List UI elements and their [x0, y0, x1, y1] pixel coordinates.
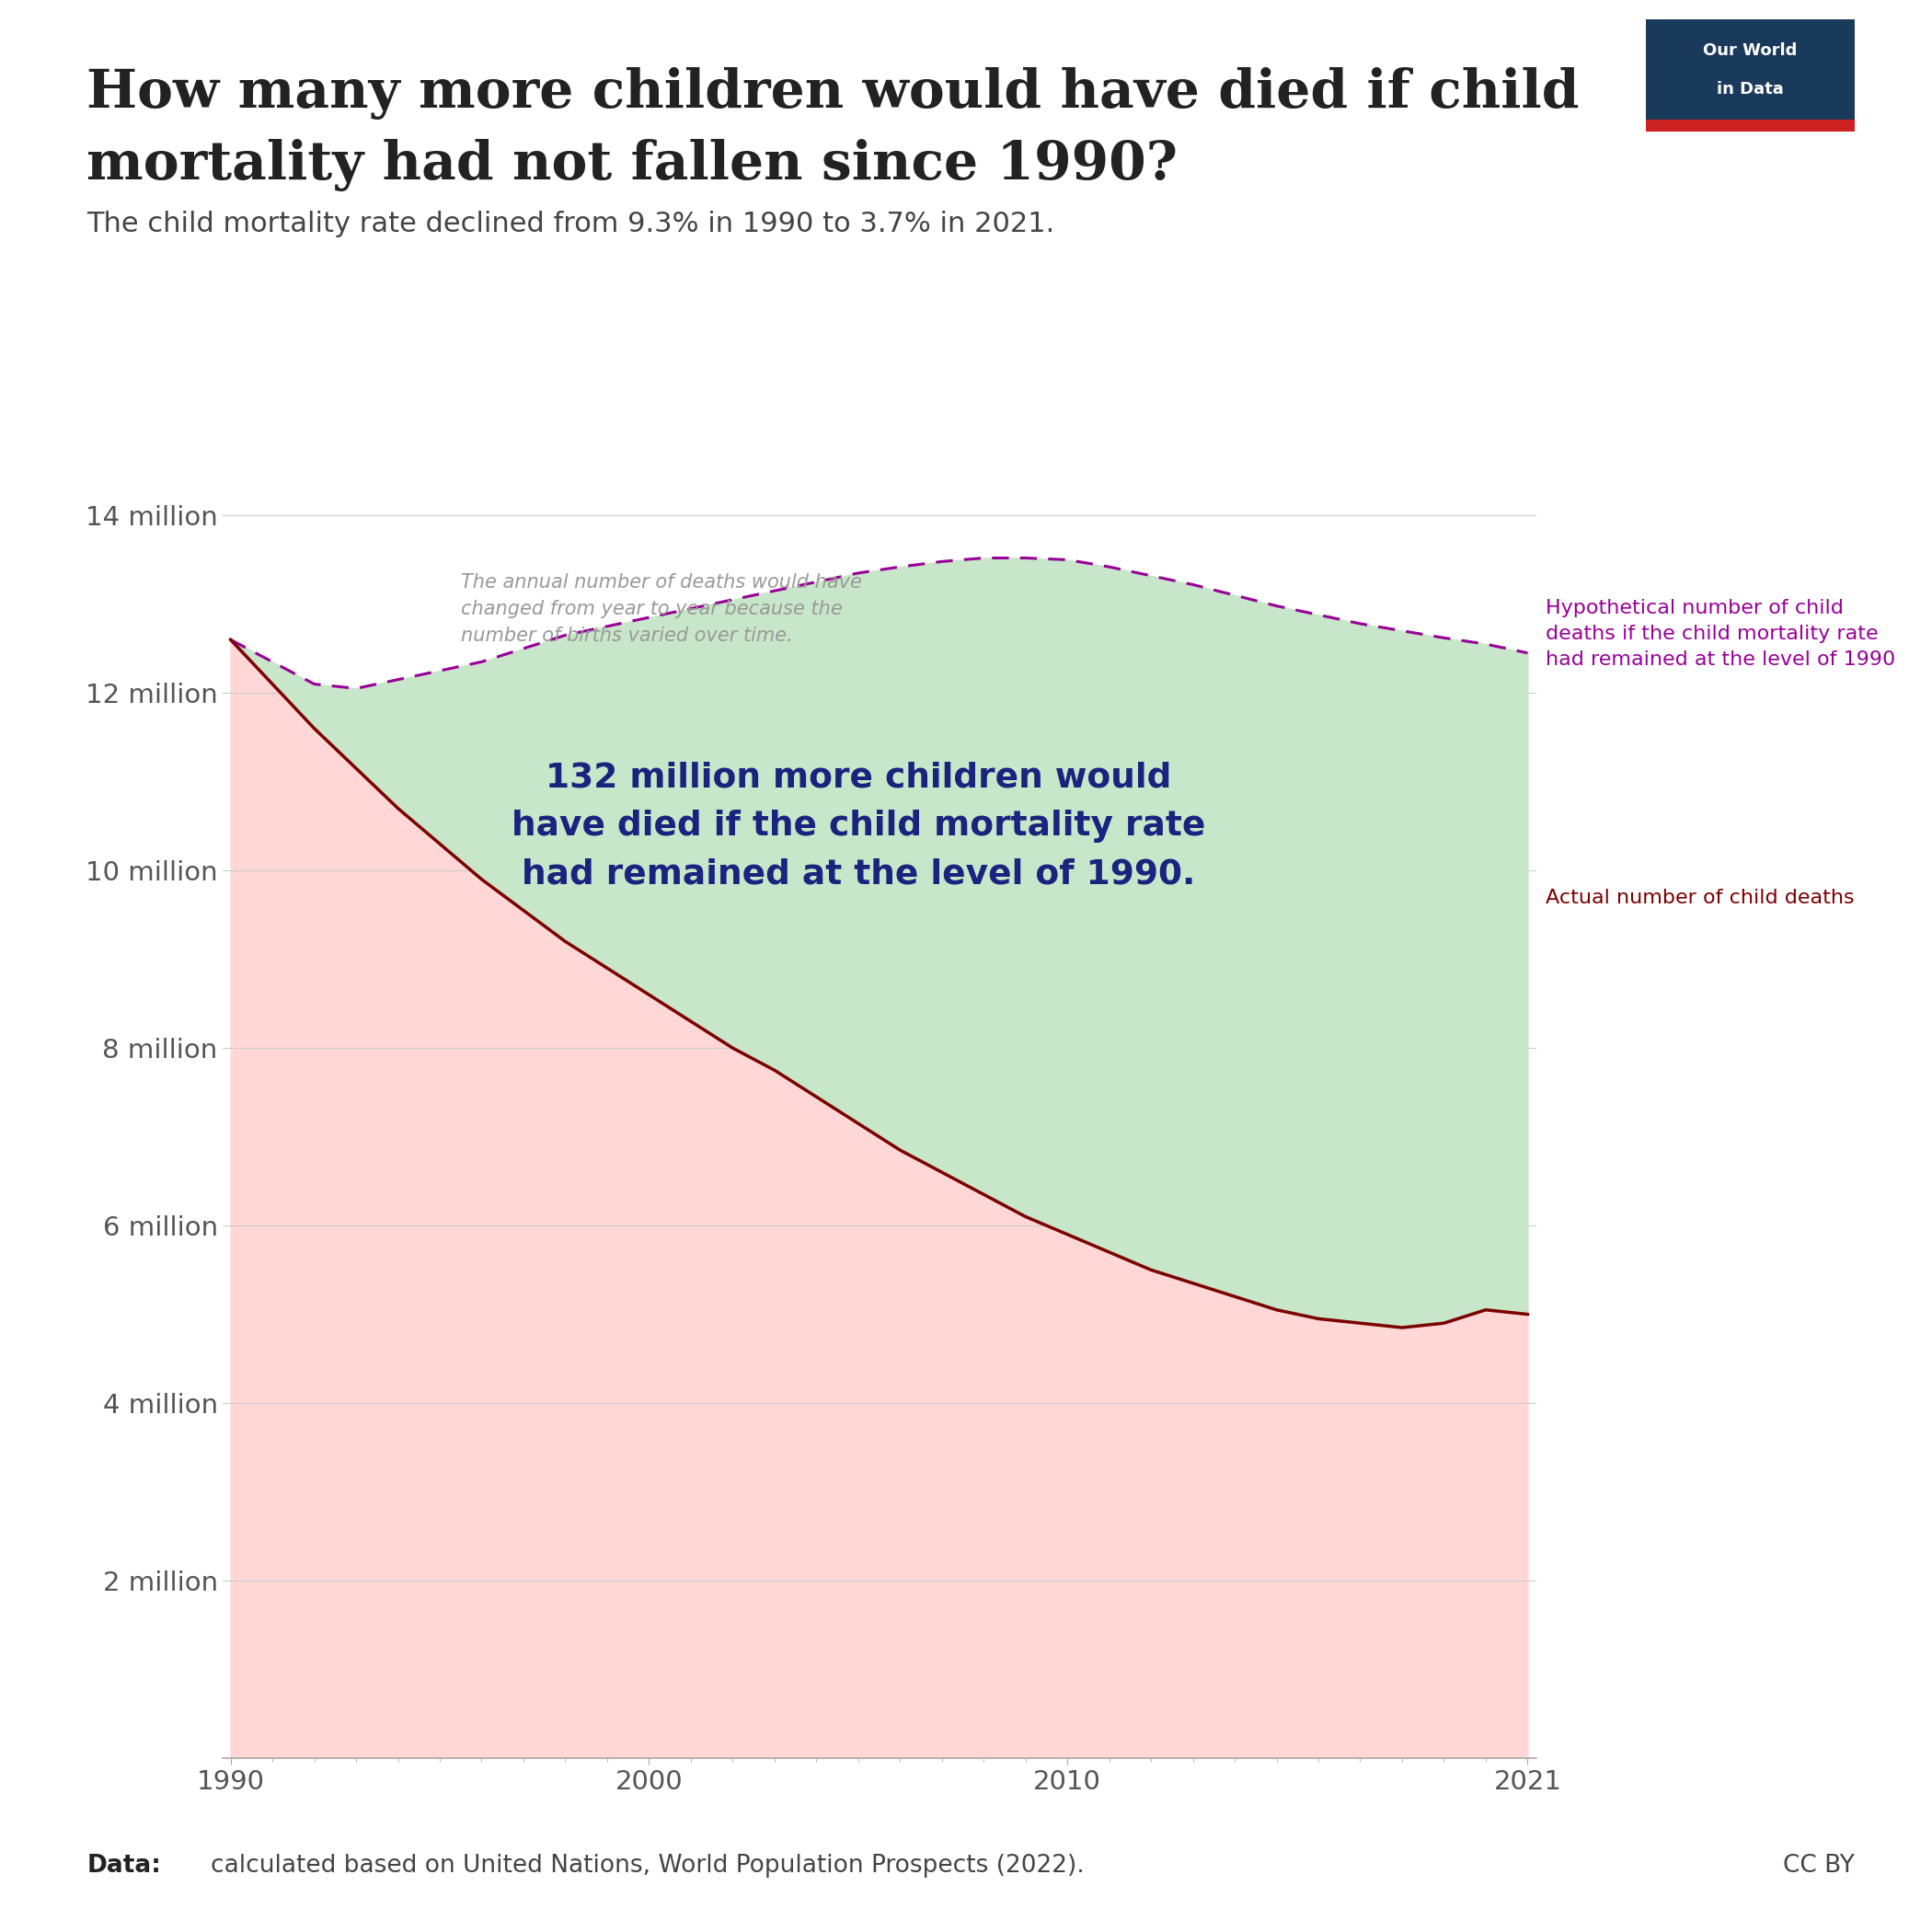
Text: CC BY: CC BY: [1783, 1855, 1855, 1878]
Text: How many more children would have died if child: How many more children would have died i…: [87, 68, 1580, 120]
Text: Our World: Our World: [1704, 43, 1797, 60]
Text: Actual number of child deaths: Actual number of child deaths: [1546, 889, 1855, 908]
Text: The annual number of deaths would have
changed from year to year because the
num: The annual number of deaths would have c…: [460, 574, 862, 645]
Text: calculated based on United Nations, World Population Prospects (2022).: calculated based on United Nations, Worl…: [211, 1855, 1084, 1878]
Text: in Data: in Data: [1718, 81, 1783, 97]
Text: Hypothetical number of child
deaths if the child mortality rate
had remained at : Hypothetical number of child deaths if t…: [1546, 599, 1895, 668]
Text: The child mortality rate declined from 9.3% in 1990 to 3.7% in 2021.: The child mortality rate declined from 9…: [87, 211, 1055, 238]
Text: mortality had not fallen since 1990?: mortality had not fallen since 1990?: [87, 139, 1179, 191]
Text: Data:: Data:: [87, 1855, 162, 1878]
Text: 132 million more children would
have died if the child mortality rate
had remain: 132 million more children would have die…: [512, 761, 1206, 891]
